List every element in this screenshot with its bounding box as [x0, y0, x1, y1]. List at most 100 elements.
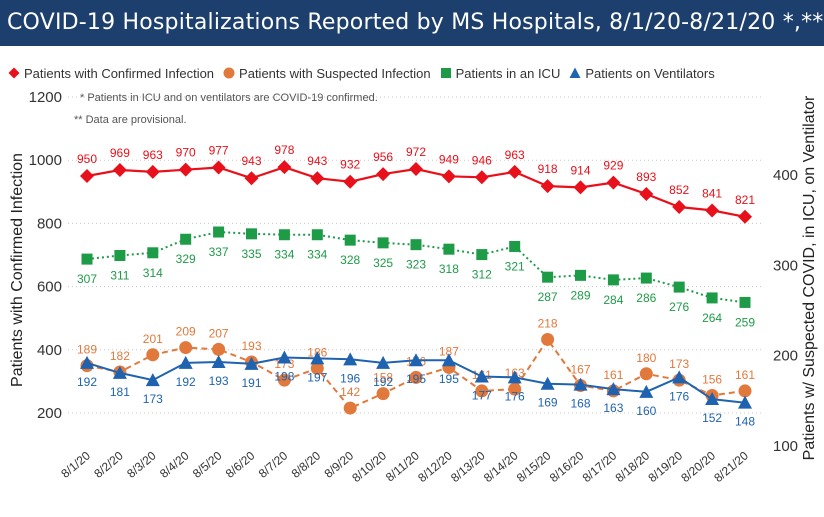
data-label: 176: [669, 389, 689, 403]
data-point: [575, 269, 586, 281]
title-bar: COVID-19 Hospitalizations Reported by MS…: [0, 0, 824, 46]
data-label: 963: [143, 148, 163, 162]
y-right-tick-label: 400: [773, 167, 798, 184]
data-label: 286: [636, 291, 656, 305]
data-point: [343, 352, 358, 366]
data-point: [409, 353, 423, 367]
data-label: 328: [340, 253, 360, 267]
data-label: 152: [702, 411, 722, 425]
square-icon: [440, 68, 451, 78]
data-label: 289: [570, 288, 590, 302]
data-point: [509, 240, 521, 252]
x-tick-label: 8/4/20: [157, 448, 192, 480]
x-tick-label: 8/12/20: [415, 448, 455, 485]
x-tick-label: 8/13/20: [448, 448, 488, 485]
data-label: 307: [77, 272, 97, 286]
data-point: [738, 395, 752, 409]
data-point: [739, 296, 751, 308]
data-label: 176: [505, 389, 525, 403]
circle-icon: [223, 67, 235, 79]
data-label: 978: [274, 143, 294, 157]
data-point: [738, 384, 752, 398]
data-label: 197: [307, 370, 327, 384]
data-point: [639, 367, 653, 381]
data-label: 956: [373, 150, 393, 164]
data-label: 276: [669, 300, 689, 314]
data-point: [410, 239, 422, 251]
data-label: 312: [472, 268, 492, 282]
data-label: 148: [735, 415, 755, 429]
y-right-tick-label: 200: [773, 348, 798, 365]
x-tick-label: 8/6/20: [223, 448, 258, 480]
data-point: [114, 249, 126, 261]
data-label: 182: [110, 349, 130, 363]
data-point: [277, 350, 292, 364]
chart-note: * Patients in ICU and on ventilators are…: [80, 92, 378, 104]
legend-item-confirmed: Patients with Confirmed Infection: [8, 66, 214, 81]
data-point: [507, 370, 522, 384]
data-label: 932: [340, 158, 360, 172]
data-point: [178, 162, 193, 177]
data-point: [376, 355, 391, 369]
data-label: 193: [209, 374, 229, 388]
data-point: [441, 169, 456, 184]
data-point: [409, 162, 423, 177]
triangle-icon: [569, 67, 581, 78]
data-label: 158: [373, 371, 393, 385]
data-label: 161: [603, 368, 623, 382]
data-label: 918: [538, 162, 558, 176]
data-label: 142: [340, 385, 360, 399]
data-label: 318: [439, 262, 459, 276]
data-point: [376, 167, 391, 182]
legend-label-icu: Patients in an ICU: [455, 65, 561, 81]
data-label: 963: [505, 148, 525, 162]
data-label: 821: [735, 193, 755, 207]
legend-item-ventilators: Patients on Ventilators: [569, 66, 715, 81]
data-point: [640, 272, 652, 284]
data-point: [474, 170, 489, 185]
data-label: 198: [274, 370, 294, 384]
data-point: [672, 199, 687, 214]
data-point: [80, 169, 94, 183]
data-label: 207: [209, 326, 229, 340]
data-label: 218: [538, 316, 558, 330]
data-point: [639, 384, 654, 398]
data-label: 156: [702, 372, 722, 386]
data-label: 169: [538, 396, 558, 410]
x-tick-label: 8/16/20: [547, 448, 587, 485]
x-tick-label: 8/1/20: [58, 448, 93, 480]
data-point: [672, 370, 687, 384]
data-label: 167: [570, 363, 590, 377]
data-label: 161: [735, 368, 755, 382]
data-point: [80, 355, 94, 369]
data-label: 970: [176, 146, 196, 160]
data-label: 201: [143, 332, 163, 346]
data-label: 192: [77, 375, 97, 389]
data-label: 173: [143, 392, 163, 406]
x-tick-label: 8/11/20: [383, 448, 422, 484]
x-tick-label: 8/3/20: [124, 448, 159, 480]
data-point: [112, 365, 127, 379]
data-point: [607, 274, 619, 286]
data-point: [244, 356, 259, 370]
y-left-tick-label: 200: [37, 405, 62, 422]
data-label: 192: [373, 375, 393, 389]
series-line: [86, 337, 746, 410]
y-left-tick-label: 400: [37, 342, 62, 359]
data-label: 195: [406, 372, 426, 386]
data-label: 173: [669, 357, 689, 371]
data-label: 259: [735, 315, 755, 329]
data-label: 329: [176, 252, 196, 266]
data-label: 314: [143, 266, 163, 280]
data-label: 852: [669, 183, 689, 197]
data-point: [573, 377, 588, 391]
data-point: [377, 237, 389, 249]
data-label: 893: [636, 170, 656, 184]
data-point: [278, 229, 290, 241]
y-left-tick-label: 800: [37, 215, 62, 232]
x-tick-label: 8/19/20: [645, 448, 685, 485]
data-point: [179, 341, 193, 355]
x-tick-label: 8/18/20: [613, 448, 653, 485]
legend-item-suspected: Patients with Suspected Infection: [223, 66, 431, 81]
